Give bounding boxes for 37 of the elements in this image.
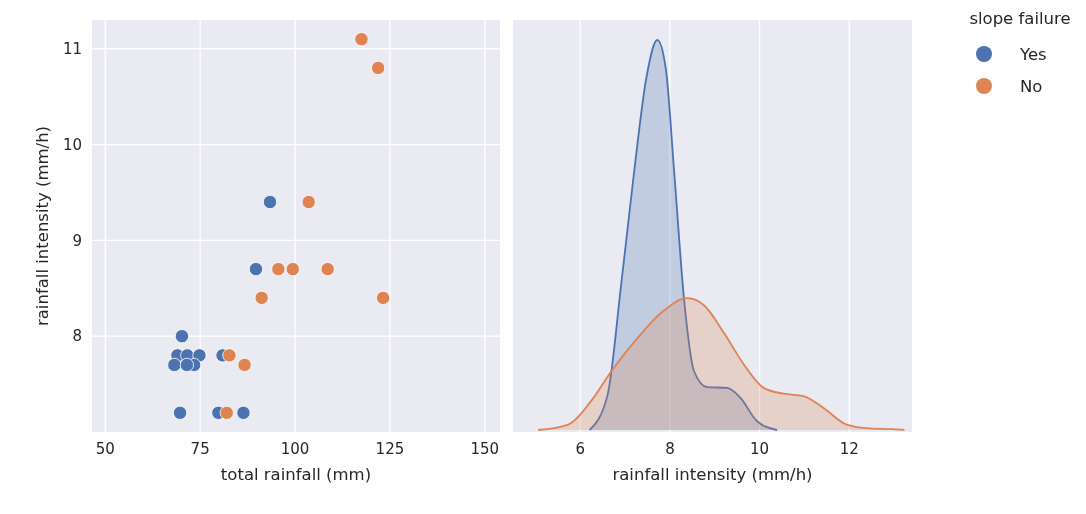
point xyxy=(179,357,194,372)
point xyxy=(219,405,234,420)
x-tick-label: 50 xyxy=(95,440,115,458)
point xyxy=(376,290,391,305)
y-tick-label: 8 xyxy=(72,327,82,346)
point xyxy=(237,357,252,372)
x-tick-label: 12 xyxy=(839,440,859,458)
point xyxy=(172,405,188,420)
point xyxy=(248,262,264,277)
x-tick-label: 10 xyxy=(750,440,770,458)
legend-title: slope failure xyxy=(969,9,1071,28)
x-axis-title: rainfall intensity (mm/h) xyxy=(612,465,813,484)
point xyxy=(167,357,182,372)
point xyxy=(271,262,286,277)
x-tick-label: 100 xyxy=(280,440,310,458)
x-tick-label: 75 xyxy=(190,440,210,458)
legend-label: Yes xyxy=(1019,44,1047,64)
x-tick-label: 8 xyxy=(665,440,675,458)
legend-label: No xyxy=(1020,76,1043,96)
point xyxy=(371,60,386,75)
x-tick-label: 125 xyxy=(375,440,405,458)
y-axis-title: rainfall intensity (mm/h) xyxy=(33,125,52,327)
x-axis-title: total rainfall (mm) xyxy=(220,465,372,484)
x-tick-label: 150 xyxy=(470,440,500,458)
point xyxy=(262,194,278,210)
x-tick-label: 6 xyxy=(575,440,586,458)
point xyxy=(222,348,237,363)
point xyxy=(320,262,335,277)
point xyxy=(174,329,190,344)
y-tick-label: 11 xyxy=(62,39,82,58)
point xyxy=(236,405,251,420)
y-tick-label: 10 xyxy=(62,135,82,154)
point xyxy=(285,262,300,277)
point xyxy=(301,194,316,210)
point xyxy=(354,32,369,47)
y-tick-label: 9 xyxy=(72,231,82,250)
point xyxy=(254,290,269,305)
